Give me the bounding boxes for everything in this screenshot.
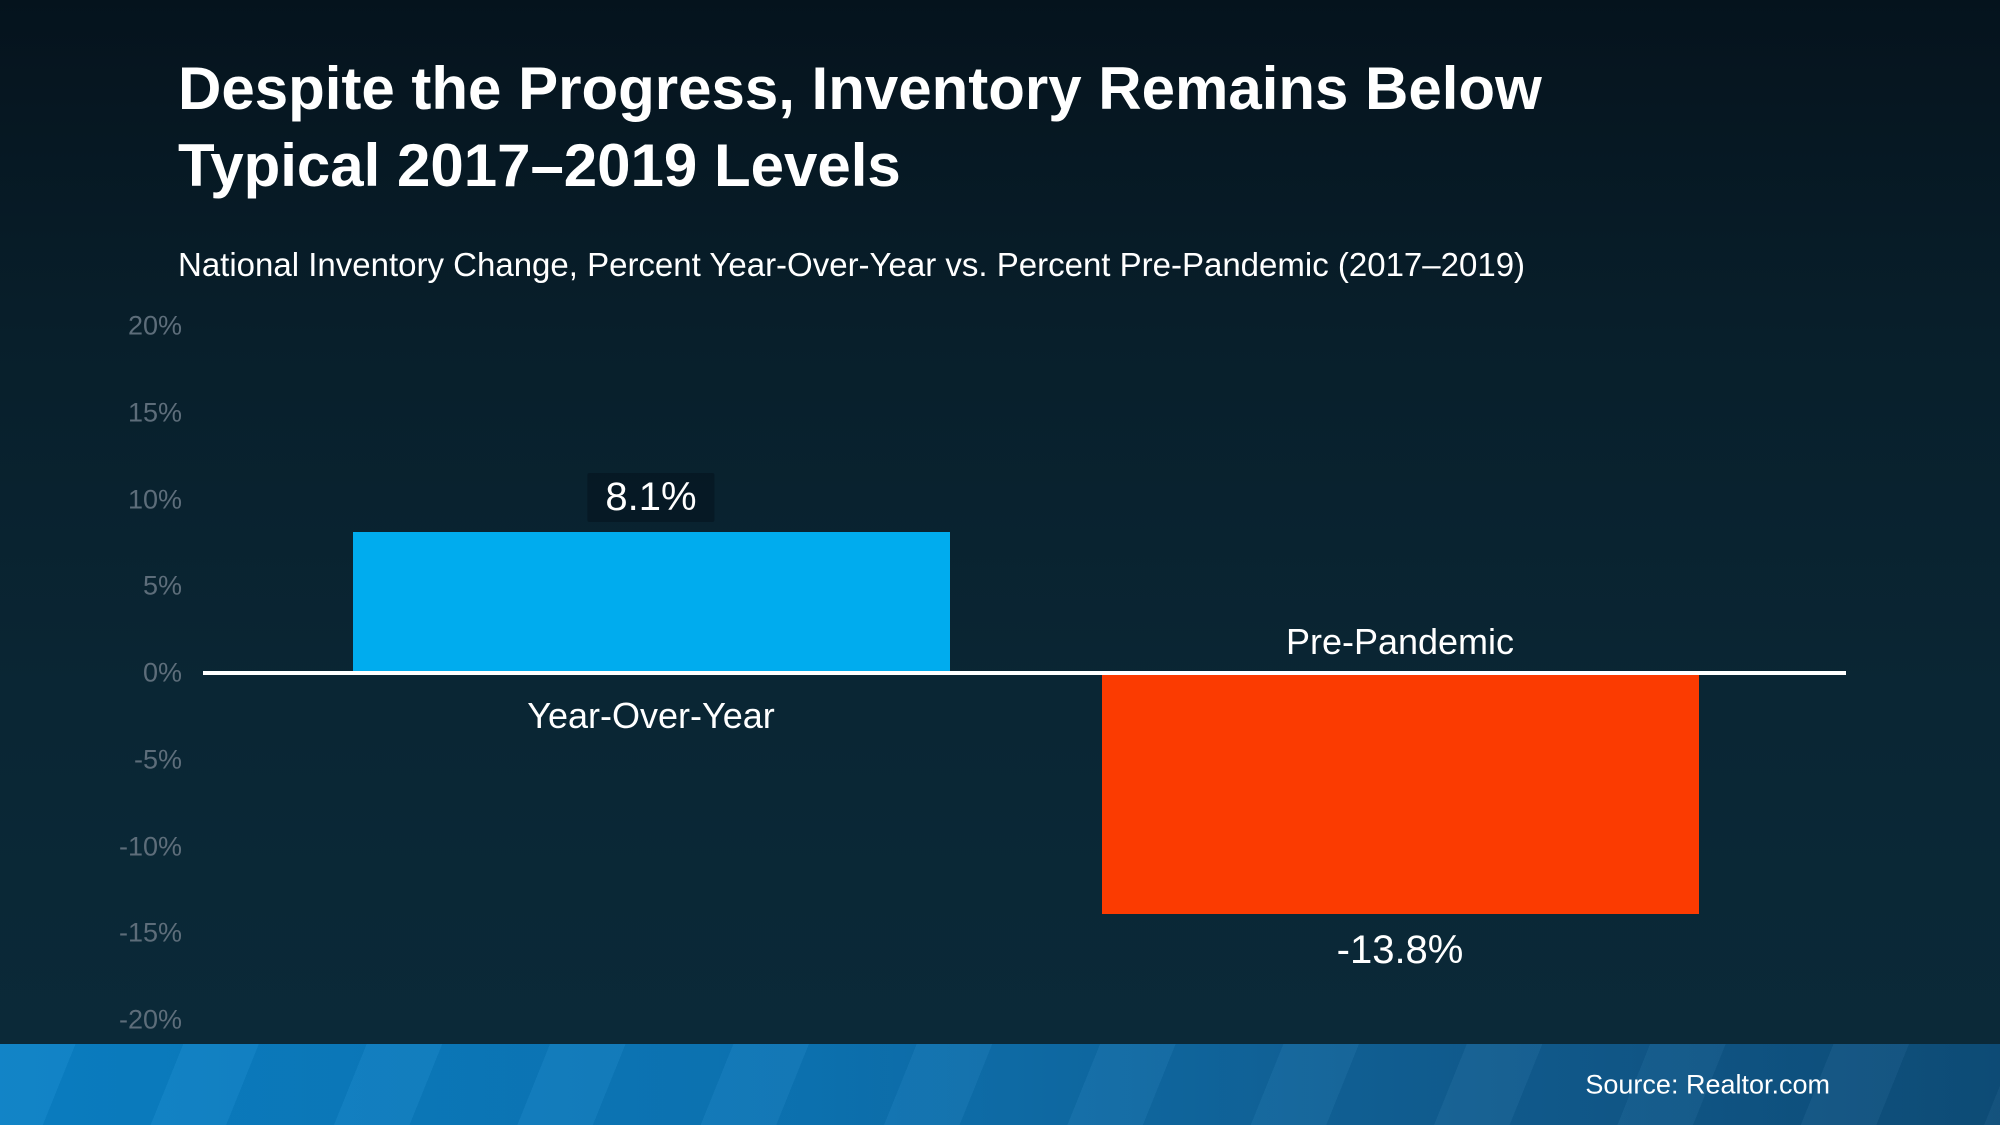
y-axis-tick-label: -15%	[118, 917, 182, 948]
y-axis-tick-label: -5%	[133, 744, 182, 775]
bar-value-label: 8.1%	[587, 473, 715, 523]
zero-baseline	[203, 671, 1846, 675]
y-axis-tick-label: -20%	[118, 1004, 182, 1035]
y-axis-tick-label: -10%	[118, 831, 182, 861]
chart-title: Despite the Progress, Inventory Remains …	[178, 50, 1542, 204]
y-axis-tick-label: 20%	[127, 310, 182, 341]
y-axis-tick-label: 0%	[142, 657, 182, 688]
y-axis-tick-label: 15%	[127, 397, 182, 428]
chart-subtitle: National Inventory Change, Percent Year-…	[178, 246, 1526, 283]
bar-pre-pandemic	[1101, 675, 1699, 915]
y-axis-tick-label: 10%	[127, 484, 182, 514]
bar-year-over-year	[352, 532, 950, 673]
bar-value-label: -13.8%	[1336, 928, 1464, 973]
source-attribution: Source: Realtor.com	[1585, 1069, 1830, 1099]
chart-title-line2: Typical 2017–2019 Levels	[178, 132, 901, 199]
chart-title-line1: Despite the Progress, Inventory Remains …	[178, 55, 1542, 122]
category-label-year-over-year: Year-Over-Year	[527, 695, 775, 736]
y-axis-tick-label: 5%	[142, 570, 182, 601]
category-label-pre-pandemic: Pre-Pandemic	[1285, 621, 1515, 662]
footer-band: Source: Realtor.com	[0, 1044, 2000, 1125]
